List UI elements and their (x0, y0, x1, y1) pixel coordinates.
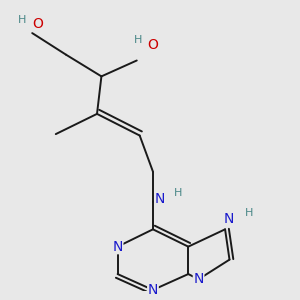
Text: N: N (112, 240, 123, 254)
Text: N: N (224, 212, 234, 226)
Text: N: N (155, 192, 166, 206)
Text: H: H (174, 188, 182, 198)
Text: H: H (134, 35, 142, 45)
Text: H: H (18, 15, 26, 25)
Text: N: N (194, 272, 204, 286)
Text: N: N (148, 283, 158, 297)
Text: O: O (33, 17, 44, 32)
Text: H: H (245, 208, 254, 218)
Text: O: O (147, 38, 158, 52)
